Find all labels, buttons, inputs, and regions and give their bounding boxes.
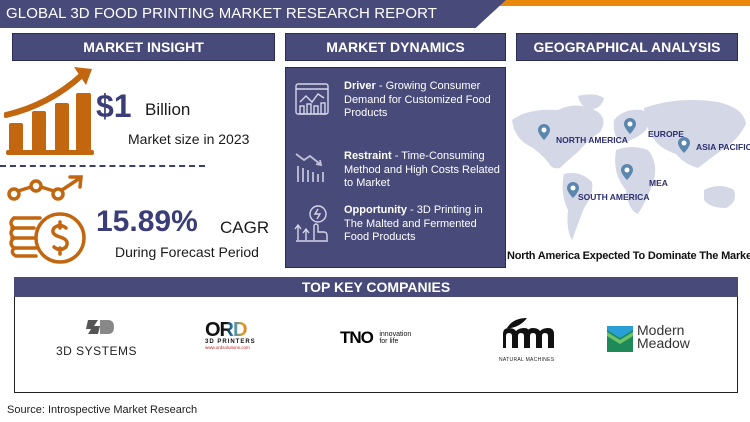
company-tagline: innovation	[379, 331, 412, 338]
modern-meadow-mark-icon	[607, 326, 633, 352]
market-insight-header: MARKET INSIGHT	[12, 33, 275, 61]
world-map: NORTH AMERICA EUROPE ASIA PACIFIC MEA SO…	[508, 90, 750, 250]
region-south-america: SOUTH AMERICA	[578, 192, 650, 202]
company-name-line2: Meadow	[637, 335, 690, 351]
region-asia-pacific: ASIA PACIFIC	[696, 142, 750, 152]
cagr-value: 15.89%	[96, 205, 198, 238]
geographical-analysis-header: GEOGRAPHICAL ANALYSIS	[516, 33, 738, 61]
restraint-description: Time-Consuming Method and High Costs Rel…	[344, 150, 500, 189]
map-pin-icon	[624, 118, 636, 134]
declining-chart-icon	[294, 150, 330, 186]
market-size-value: $1	[96, 88, 132, 124]
cagr-unit: CAGR	[220, 218, 270, 237]
restraint-label: Restraint	[344, 150, 392, 162]
map-pin-icon	[621, 164, 633, 180]
company-name: 3D SYSTEMS	[56, 344, 138, 358]
map-pin-icon	[678, 137, 690, 153]
opportunity-description: 3D Printing in The Malted and Fermented …	[344, 204, 483, 243]
separator: -	[375, 80, 386, 92]
hand-growth-icon	[294, 204, 330, 242]
section-divider	[0, 165, 205, 167]
restraint-text: Restraint - Time-Consuming Method and Hi…	[344, 150, 504, 191]
driver-description: Growing Consumer Demand for Customized F…	[344, 80, 491, 119]
logo-modern-meadow: Modern Meadow	[607, 322, 707, 354]
cagr-label: During Forecast Period	[115, 244, 259, 260]
market-dynamics-header: MARKET DYNAMICS	[285, 33, 506, 61]
company-name: TNO	[340, 328, 374, 347]
logo-natural-machines: NATURAL MACHINES	[499, 318, 559, 363]
market-size-unit: Billion	[145, 100, 191, 119]
separator: -	[391, 150, 402, 162]
region-north-america: NORTH AMERICA	[556, 135, 628, 145]
logo-ord-3d-printers: ORD 3D PRINTERS www.ordsolutions.com	[205, 320, 275, 361]
3d-systems-mark-icon	[86, 320, 114, 334]
report-title: GLOBAL 3D FOOD PRINTING MARKET RESEARCH …	[0, 0, 506, 28]
company-tagline: for life	[379, 338, 399, 345]
driver-label: Driver	[344, 80, 376, 92]
top-accent-strip	[500, 0, 750, 6]
natural-machines-mark-icon	[503, 318, 554, 348]
opportunity-text: Opportunity - 3D Printing in The Malted …	[344, 204, 504, 245]
source-note: Source: Introspective Market Research	[7, 404, 198, 416]
logo-3d-systems: 3D SYSTEMS	[54, 318, 149, 362]
world-map-icon	[512, 94, 746, 240]
region-europe: EUROPE	[648, 129, 684, 139]
driver-text: Driver - Growing Consumer Demand for Cus…	[344, 80, 504, 121]
separator: -	[406, 204, 417, 216]
company-sub: NATURAL MACHINES	[499, 357, 555, 363]
region-mea: MEA	[649, 178, 668, 188]
logo-tno: TNO innovation for life	[340, 328, 440, 348]
companies-header: TOP KEY COMPANIES	[14, 277, 738, 297]
company-name-line1: Modern	[637, 322, 685, 338]
companies-panel	[14, 277, 738, 393]
map-pin-icon	[567, 182, 579, 198]
market-size-label: Market size in 2023	[128, 131, 250, 147]
company-sub: 3D PRINTERS	[205, 339, 256, 345]
market-dynamics-panel: Driver - Growing Consumer Demand for Cus…	[285, 67, 506, 268]
company-name: ORD	[205, 320, 275, 340]
coin-growth-icon	[6, 174, 92, 270]
company-url: www.ordsolutions.com	[205, 345, 250, 350]
analytics-dashboard-icon	[294, 82, 330, 118]
geo-caption: North America Expected To Dominate The M…	[507, 250, 750, 262]
bar-growth-icon	[3, 65, 94, 157]
map-pin-icon	[538, 124, 550, 140]
opportunity-label: Opportunity	[344, 204, 407, 216]
